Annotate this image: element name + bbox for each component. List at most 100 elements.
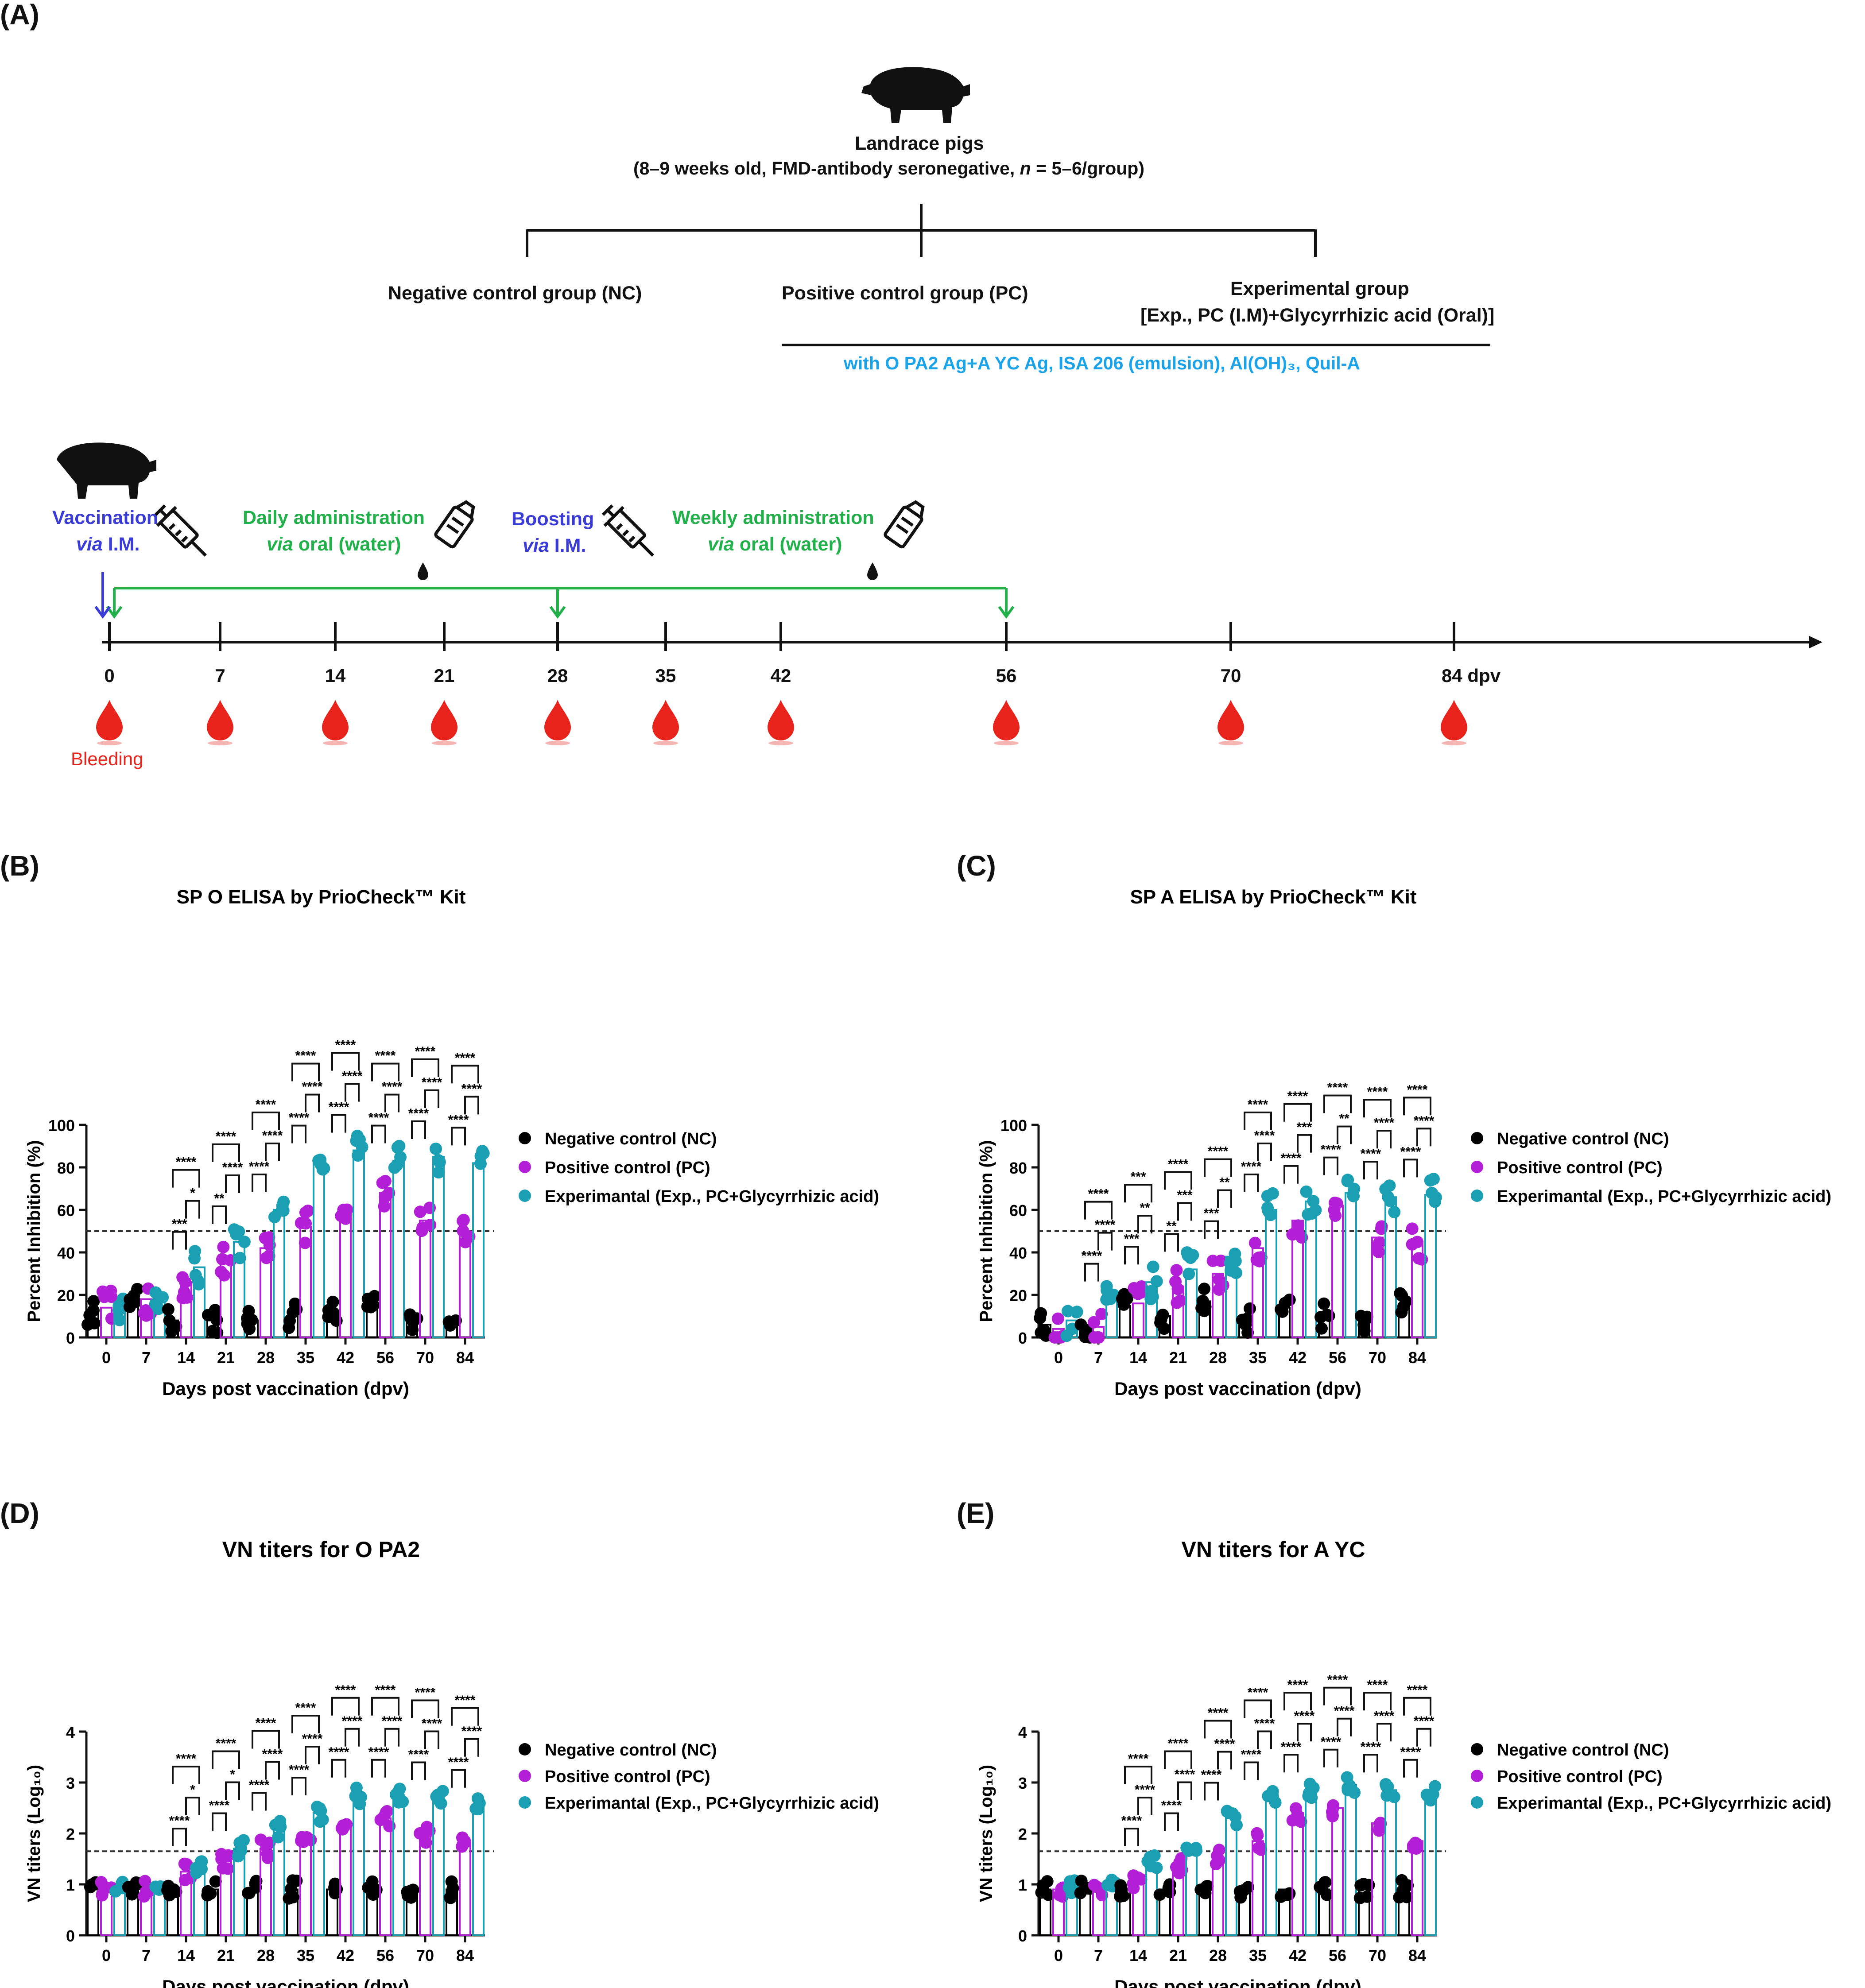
timeline-day-label: 70 bbox=[1221, 665, 1241, 686]
x-tick-label: 42 bbox=[1289, 1946, 1307, 1965]
blood-drop-icon bbox=[96, 700, 123, 745]
significance-label: **** bbox=[342, 1069, 363, 1084]
data-point-pc bbox=[381, 1805, 394, 1817]
significance-bracket bbox=[411, 1699, 439, 1718]
significance-bracket bbox=[411, 1058, 439, 1077]
legend-label-exp: Experimantal (Exp., PC+Glycyrrhizic acid… bbox=[545, 1794, 879, 1813]
data-point-pc bbox=[1213, 1283, 1225, 1296]
data-point-pc bbox=[261, 1852, 274, 1864]
data-point-exp bbox=[392, 1786, 404, 1798]
significance-label: **** bbox=[1254, 1128, 1275, 1143]
data-point-pc bbox=[1373, 1824, 1385, 1837]
legend-label-exp: Experimantal (Exp., PC+Glycyrrhizic acid… bbox=[1497, 1794, 1831, 1813]
significance-label: **** bbox=[216, 1736, 237, 1751]
data-point-exp bbox=[233, 1837, 246, 1849]
data-point-exp bbox=[1347, 1190, 1360, 1202]
data-point-pc bbox=[1249, 1236, 1261, 1249]
chart-title: SP O ELISA by PrioCheck™ Kit bbox=[177, 886, 466, 908]
data-point-pc bbox=[179, 1276, 192, 1289]
data-point-pc bbox=[416, 1221, 429, 1234]
significance-label: **** bbox=[295, 1049, 316, 1063]
significance-label: ** bbox=[214, 1191, 225, 1206]
blood-drop-icon bbox=[207, 700, 233, 745]
data-point-nc bbox=[1163, 1878, 1176, 1891]
x-tick-label: 84 bbox=[1408, 1349, 1426, 1367]
significance-label: **** bbox=[289, 1763, 310, 1777]
chart-title: VN titers for O PA2 bbox=[222, 1537, 420, 1562]
significance-label: **** bbox=[256, 1716, 276, 1731]
timeline-day-label: 7 bbox=[215, 665, 225, 686]
data-point-exp bbox=[1144, 1860, 1157, 1872]
timeline: 0 7 14 21 28 35 42 56 70 84 dpv bbox=[94, 572, 1822, 745]
dropper-bottle-icon bbox=[418, 500, 475, 580]
data-point-nc bbox=[161, 1884, 174, 1897]
administration-arrowhead bbox=[549, 606, 566, 619]
significance-label: **** bbox=[1168, 1736, 1189, 1751]
bar-exp bbox=[1384, 1789, 1397, 1936]
data-point-pc bbox=[180, 1858, 193, 1871]
data-point-pc bbox=[378, 1200, 391, 1213]
significance-bracket bbox=[411, 1120, 426, 1139]
x-tick-label: 84 bbox=[456, 1946, 474, 1965]
significance-bracket bbox=[1283, 1692, 1312, 1711]
x-tick-label: 42 bbox=[337, 1349, 354, 1367]
x-tick-label: 14 bbox=[177, 1946, 195, 1965]
data-point-pc bbox=[295, 1834, 307, 1847]
significance-bracket bbox=[1337, 1125, 1352, 1144]
significance-bracket bbox=[1323, 1748, 1338, 1767]
data-point-nc bbox=[401, 1886, 414, 1899]
vaccination-label: Vaccination bbox=[52, 507, 158, 528]
data-point-pc bbox=[304, 1833, 317, 1846]
x-tick-label: 84 bbox=[456, 1349, 474, 1367]
data-point-pc bbox=[456, 1831, 469, 1844]
x-axis-label: Days post vaccination (dpv) bbox=[162, 1976, 409, 1988]
significance-bracket bbox=[212, 1750, 240, 1769]
y-tick-label: 0 bbox=[66, 1927, 75, 1945]
data-point-nc bbox=[364, 1301, 377, 1314]
data-point-exp bbox=[149, 1286, 162, 1299]
data-point-exp bbox=[312, 1154, 325, 1167]
timeline-day-label: 14 bbox=[325, 665, 346, 686]
significance-label: **** bbox=[422, 1717, 442, 1731]
x-tick-label: 14 bbox=[1129, 1946, 1147, 1965]
data-point-pc bbox=[299, 1217, 312, 1230]
significance-label: **** bbox=[1128, 1752, 1149, 1766]
significance-bracket bbox=[1297, 1134, 1312, 1153]
data-point-pc bbox=[215, 1265, 228, 1278]
group-bracket bbox=[526, 204, 1317, 257]
data-point-nc bbox=[1153, 1888, 1166, 1901]
x-tick-label: 21 bbox=[217, 1946, 235, 1965]
bar-exp bbox=[1265, 1209, 1277, 1338]
data-point-pc bbox=[176, 1292, 189, 1305]
significance-label: **** bbox=[1321, 1735, 1342, 1749]
data-point-pc bbox=[1329, 1209, 1342, 1222]
significance-bracket bbox=[212, 1812, 227, 1831]
x-tick-label: 56 bbox=[1329, 1946, 1346, 1965]
significance-label: **** bbox=[249, 1778, 270, 1793]
y-tick-label: 3 bbox=[1018, 1774, 1027, 1792]
data-point-nc bbox=[122, 1881, 135, 1894]
bar-exp bbox=[273, 1209, 285, 1338]
data-point-exp bbox=[476, 1147, 489, 1160]
bar-exp bbox=[1424, 1194, 1437, 1339]
data-point-exp bbox=[1388, 1790, 1400, 1803]
data-point-exp bbox=[268, 1211, 281, 1224]
bar-exp bbox=[432, 1797, 445, 1936]
legend-marker-exp bbox=[1471, 1190, 1483, 1202]
data-point-nc bbox=[242, 1305, 255, 1318]
data-point-exp bbox=[238, 1236, 251, 1248]
significance-label: **** bbox=[1414, 1714, 1435, 1728]
chart-b: SP O ELISA by PrioCheck™ Kit 0 20 40 60 80 100… bbox=[24, 886, 879, 1399]
data-point-pc bbox=[457, 1214, 469, 1227]
significance-label: **** bbox=[1334, 1704, 1355, 1718]
data-point-nc bbox=[201, 1889, 214, 1902]
bar-pc bbox=[379, 1192, 392, 1338]
pig-timeline-icon bbox=[57, 442, 156, 499]
data-point-pc bbox=[1095, 1308, 1108, 1321]
data-point-pc bbox=[414, 1205, 427, 1218]
bar-pc bbox=[299, 1837, 312, 1936]
significance-bracket bbox=[185, 1797, 200, 1815]
panel-d-letter: (D) bbox=[0, 1497, 39, 1529]
blood-drop-icon bbox=[431, 700, 458, 745]
x-tick-label: 0 bbox=[1054, 1349, 1063, 1367]
